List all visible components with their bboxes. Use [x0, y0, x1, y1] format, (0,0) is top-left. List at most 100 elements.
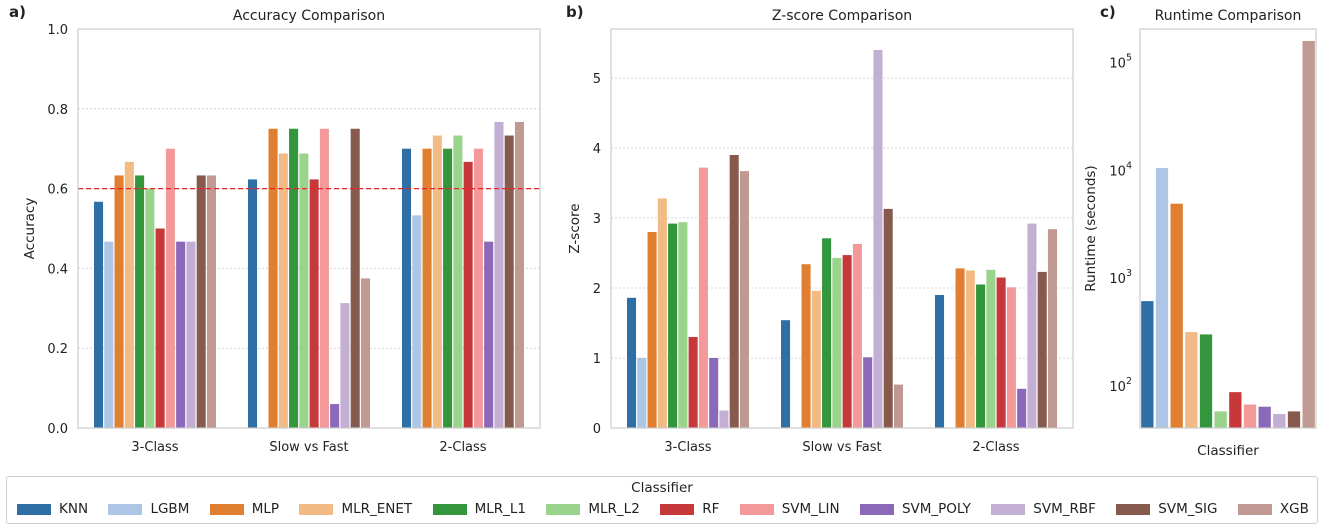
runtime-bar-xgb: [1302, 40, 1315, 428]
legend-label: SVM_SIG: [1158, 501, 1218, 517]
runtime-bar-mlr-l2: [1214, 411, 1227, 428]
zscore-bar-svm-sig-slow-vs-fast: [883, 208, 893, 428]
zscore-bar-mlr-l2-slow-vs-fast: [832, 257, 842, 428]
accuracy-panel-label: a): [9, 3, 26, 21]
accuracy-bar-mlp-slow-vs-fast: [268, 128, 278, 428]
zscore-ylabel: Z-score: [567, 203, 583, 253]
legend-item-mlr-l1: MLR_L1: [432, 501, 526, 517]
zscore-bar-xgb-3-class: [739, 171, 749, 428]
zscore-ytick-label: 5: [593, 72, 601, 87]
legend-item-lgbm: LGBM: [108, 501, 189, 517]
accuracy-bar-mlr-l1-slow-vs-fast: [289, 128, 299, 428]
accuracy-bar-svm-poly-slow-vs-fast: [330, 404, 340, 428]
accuracy-bar-svm-poly-3-class: [176, 241, 186, 428]
zscore-bar-mlr-l1-3-class: [668, 223, 678, 428]
accuracy-ytick-label: 0.2: [47, 342, 68, 357]
legend-label: LGBM: [150, 501, 190, 517]
legend-swatch: [108, 503, 143, 515]
legend-swatch: [1116, 503, 1151, 515]
accuracy-bar-svm-lin-2-class: [473, 148, 483, 428]
legend-item-knn: KNN: [17, 501, 88, 517]
zscore-bar-mlr-l1-slow-vs-fast: [822, 238, 832, 428]
zscore-bar-rf-slow-vs-fast: [842, 255, 852, 428]
runtime-ytick-label: 104: [1109, 160, 1132, 179]
zscore-bar-mlr-enet-2-class: [965, 270, 975, 428]
zscore-plot-frame: [610, 28, 1074, 429]
legend-swatch: [546, 503, 581, 515]
legend-label: MLP: [251, 501, 280, 517]
runtime-title: Runtime Comparison: [1155, 8, 1302, 24]
accuracy-xtick-label: 3-Class: [131, 440, 178, 455]
zscore-xtick-label: 3-Class: [664, 440, 711, 455]
zscore-ytick-label: 2: [593, 282, 601, 297]
zscore-bar-rf-2-class: [996, 277, 1006, 428]
legend-item-xgb: XGB: [1237, 501, 1309, 517]
legend-item-mlp: MLP: [209, 501, 280, 517]
legend-label: SVM_POLY: [901, 501, 971, 517]
legend-swatch: [17, 503, 51, 515]
runtime-ytick-label: 103: [1109, 268, 1132, 287]
runtime-bar-svm-poly: [1258, 406, 1271, 428]
zscore-bar-knn-2-class: [935, 295, 945, 428]
accuracy-ytick-label: 0.4: [47, 262, 68, 277]
zscore-bar-knn-slow-vs-fast: [781, 320, 791, 428]
accuracy-bar-svm-lin-slow-vs-fast: [319, 128, 329, 428]
runtime-bar-mlr-l1: [1199, 334, 1213, 428]
zscore-bar-mlr-enet-slow-vs-fast: [811, 290, 821, 428]
runtime-bar-knn: [1141, 301, 1154, 428]
zscore-bar-xgb-2-class: [1047, 229, 1057, 428]
legend-item-svm-lin: SVM_LIN: [739, 501, 840, 517]
accuracy-ytick-label: 0.6: [47, 183, 68, 198]
accuracy-bar-mlr-l2-2-class: [453, 135, 463, 428]
accuracy-ytick-label: 0.0: [47, 422, 68, 437]
zscore-bar-xgb-slow-vs-fast: [893, 384, 903, 428]
zscore-bar-svm-lin-2-class: [1006, 287, 1016, 428]
legend-label: RF: [702, 501, 720, 517]
accuracy-bar-mlr-l1-2-class: [443, 148, 453, 428]
legend-swatch: [739, 503, 774, 515]
zscore-bar-lgbm-3-class: [637, 358, 647, 428]
zscore-ytick-label: 0: [593, 422, 601, 437]
zscore-bar-rf-3-class: [688, 337, 698, 428]
zscore-ytick-label: 1: [593, 352, 601, 367]
zscore-xtick-label: 2-Class: [972, 440, 1019, 455]
accuracy-bar-mlr-enet-slow-vs-fast: [278, 153, 288, 428]
accuracy-bar-svm-rbf-2-class: [494, 121, 504, 428]
legend-item-rf: RF: [660, 501, 719, 517]
legend-label: MLR_L2: [588, 501, 640, 517]
legend-swatch: [1237, 503, 1272, 515]
zscore-bar-svm-lin-3-class: [698, 167, 708, 428]
runtime-chart: c) Runtime Comparison Runtime (seconds) Cla…: [1083, 3, 1317, 459]
zscore-bar-mlp-slow-vs-fast: [801, 264, 811, 428]
legend-item-svm-rbf: SVM_RBF: [991, 501, 1096, 517]
accuracy-bar-knn-2-class: [402, 148, 412, 428]
accuracy-bar-xgb-slow-vs-fast: [360, 278, 370, 428]
accuracy-bar-svm-poly-2-class: [484, 241, 494, 428]
accuracy-bar-rf-2-class: [463, 161, 473, 428]
zscore-bar-mlr-enet-3-class: [657, 198, 667, 428]
accuracy-bar-lgbm-3-class: [104, 241, 114, 428]
accuracy-ytick-label: 0.8: [47, 103, 68, 118]
accuracy-bar-mlp-3-class: [114, 175, 124, 428]
legend: Classifier KNN LGBM MLP MLR_ENET MLR_L1 MLR_L…: [6, 476, 1318, 524]
runtime-bar-rf: [1229, 392, 1242, 428]
legend-item-svm-poly: SVM_POLY: [859, 501, 971, 517]
accuracy-bar-mlr-enet-2-class: [432, 135, 442, 428]
zscore-chart: b) Z-score Comparison Z-score 0 1 2 3 4 5 3-Class…: [566, 3, 1074, 455]
legend-item-mlr-enet: MLR_ENET: [299, 501, 412, 517]
accuracy-xtick-label: 2-Class: [439, 440, 486, 455]
zscore-bar-svm-sig-3-class: [729, 155, 739, 428]
zscore-bar-mlp-3-class: [647, 232, 657, 428]
accuracy-bar-mlr-l2-slow-vs-fast: [299, 153, 309, 428]
runtime-bar-mlp: [1170, 203, 1183, 428]
accuracy-bar-svm-lin-3-class: [165, 148, 175, 428]
legend-swatch: [660, 503, 695, 515]
accuracy-bar-svm-rbf-slow-vs-fast: [340, 303, 350, 428]
runtime-ylabel: Runtime (seconds): [1083, 165, 1099, 291]
zscore-bar-svm-rbf-slow-vs-fast: [873, 50, 883, 428]
zscore-bar-svm-sig-2-class: [1037, 271, 1047, 428]
zscore-panel-label: b): [566, 3, 584, 21]
runtime-bar-svm-lin: [1243, 404, 1257, 428]
legend-swatch: [432, 503, 467, 515]
runtime-bar-lgbm: [1155, 167, 1169, 429]
